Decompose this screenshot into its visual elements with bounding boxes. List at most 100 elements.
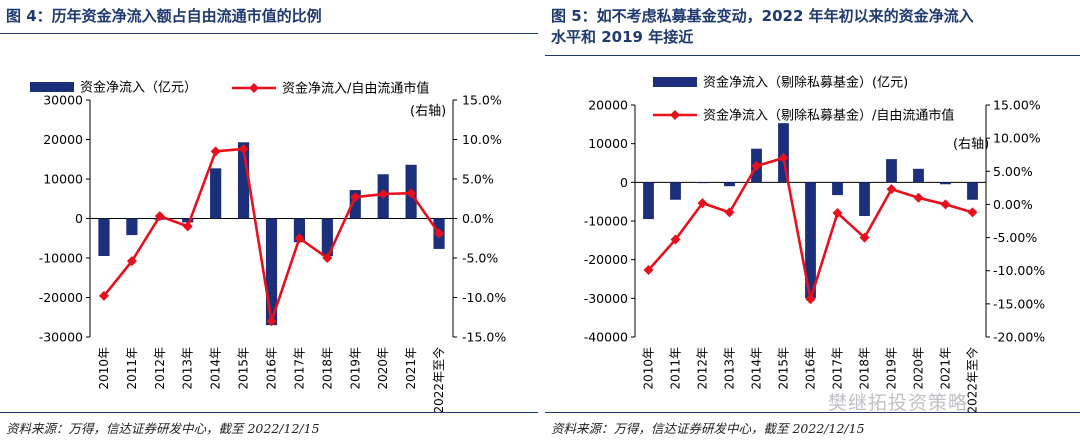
category-label: 2019年 bbox=[885, 347, 899, 390]
line-point-marker bbox=[670, 234, 681, 245]
line-point-marker bbox=[322, 253, 333, 263]
legend-axis-note: (右轴) bbox=[410, 104, 446, 119]
right-tick-label: 0.0% bbox=[462, 211, 494, 226]
category-label: 2019年 bbox=[348, 347, 362, 390]
bar bbox=[670, 182, 681, 200]
bar bbox=[237, 142, 250, 219]
source-divider bbox=[0, 412, 538, 413]
legend-axis-note: (右轴) bbox=[953, 137, 989, 152]
category-label: 2017年 bbox=[292, 347, 306, 390]
left-tick-label: 10000 bbox=[588, 136, 628, 151]
category-label: 2011年 bbox=[125, 347, 139, 390]
category-label: 2012年 bbox=[153, 347, 167, 390]
category-label: 2021年 bbox=[939, 347, 953, 390]
line-point-marker bbox=[832, 208, 843, 219]
category-label: 2014年 bbox=[209, 347, 223, 390]
line-point-marker bbox=[350, 192, 361, 203]
right-tick-label: 5.0% bbox=[462, 172, 494, 187]
chart-title: 图 5：如不考虑私募基金变动，2022 年年初以来的资金净流入 水平和 2019… bbox=[551, 7, 974, 46]
legend-label: 资金净流入/自由流通市值 bbox=[282, 81, 429, 97]
line-point-marker bbox=[266, 316, 277, 327]
bar bbox=[293, 218, 306, 243]
left-tick-label: -20000 bbox=[39, 290, 83, 305]
title-underline bbox=[545, 55, 1080, 56]
category-label: 2013年 bbox=[723, 347, 737, 390]
line-point-marker bbox=[406, 188, 417, 199]
right-tick-label: 15.00% bbox=[993, 98, 1041, 113]
left-tick-label: -30000 bbox=[39, 330, 83, 345]
legend-bar-swatch bbox=[30, 82, 74, 92]
right-tick-label: 10.00% bbox=[993, 131, 1041, 146]
right-tick-label: -20.00% bbox=[993, 330, 1045, 345]
category-label: 2015年 bbox=[777, 347, 791, 390]
chart-title: 图 4：历年资金净流入额占自由流通市值的比例 bbox=[6, 7, 322, 25]
bar bbox=[805, 182, 816, 299]
line-point-marker bbox=[967, 207, 978, 218]
chart-panel-fig4: 图 4：历年资金净流入额占自由流通市值的比例 30000 20000 10000 0 -… bbox=[0, 0, 538, 442]
left-tick-label: -20000 bbox=[584, 252, 628, 267]
category-label: 2011年 bbox=[669, 347, 683, 390]
line-point-marker bbox=[182, 221, 193, 232]
right-tick-label: -15.0% bbox=[462, 330, 506, 345]
left-tick-label: 0 bbox=[75, 211, 83, 226]
left-tick-label: -10000 bbox=[39, 251, 83, 266]
line-point-marker bbox=[913, 192, 924, 203]
legend-line-marker bbox=[249, 83, 259, 93]
line-point-marker bbox=[940, 199, 951, 210]
category-label: 2022年至今 bbox=[965, 347, 980, 414]
line-point-marker bbox=[724, 207, 735, 218]
line-point-marker bbox=[778, 153, 789, 164]
bar bbox=[643, 182, 654, 220]
right-tick-label: -5.00% bbox=[993, 230, 1037, 245]
category-label: 2010年 bbox=[97, 347, 111, 390]
bar bbox=[265, 218, 278, 326]
category-label: 2021年 bbox=[404, 347, 418, 390]
right-tick-label: -5.0% bbox=[462, 251, 498, 266]
bar bbox=[697, 182, 708, 184]
bar bbox=[940, 182, 951, 185]
category-label: 2022年至今 bbox=[431, 347, 446, 414]
line-point-marker bbox=[238, 143, 249, 154]
left-tick-label: -30000 bbox=[584, 291, 628, 306]
left-tick-label: 10000 bbox=[43, 172, 83, 187]
line-point-marker bbox=[434, 228, 445, 239]
left-tick-label: 30000 bbox=[43, 93, 83, 108]
category-label: 2020年 bbox=[912, 347, 926, 390]
source-note: 资料来源：万得，信达证券研发中心，截至 2022/12/15 bbox=[6, 421, 320, 436]
left-tick-label: 20000 bbox=[43, 132, 83, 147]
category-label: 2013年 bbox=[181, 347, 195, 390]
line-point-marker bbox=[378, 189, 389, 200]
bar bbox=[126, 218, 138, 236]
left-tick-label: 20000 bbox=[588, 98, 628, 113]
category-label: 2016年 bbox=[804, 347, 818, 390]
right-tick-label: -10.0% bbox=[462, 290, 506, 305]
source-note: 资料来源：万得，信达证券研发中心，截至 2022/12/15 bbox=[551, 421, 865, 436]
right-tick-label: -15.00% bbox=[993, 296, 1045, 311]
category-label: 2015年 bbox=[237, 347, 251, 390]
line-point-marker bbox=[154, 211, 165, 222]
right-tick-label: 10.0% bbox=[462, 132, 502, 147]
bar bbox=[913, 168, 924, 183]
bar bbox=[321, 218, 333, 257]
left-tick-label: -40000 bbox=[584, 330, 628, 345]
bar bbox=[724, 182, 735, 187]
category-label: 2018年 bbox=[320, 347, 334, 390]
right-tick-label: 0.00% bbox=[993, 197, 1033, 212]
line-point-marker bbox=[697, 198, 708, 209]
category-label: 2017年 bbox=[831, 347, 845, 390]
category-label: 2016年 bbox=[265, 347, 279, 390]
legend-bar-swatch bbox=[653, 77, 697, 87]
line-point-marker bbox=[859, 232, 870, 243]
bar bbox=[886, 159, 897, 183]
line-point-marker bbox=[98, 290, 109, 301]
category-label: 2010年 bbox=[642, 347, 656, 390]
line-point-marker bbox=[643, 265, 654, 276]
bar bbox=[349, 190, 361, 219]
line-point-marker bbox=[126, 256, 137, 267]
title-underline bbox=[0, 33, 538, 34]
watermark: 樊继拓投资策略 bbox=[828, 392, 969, 414]
chart-panel-fig5: 图 5：如不考虑私募基金变动，2022 年年初以来的资金净流入 水平和 2019… bbox=[545, 0, 1080, 442]
right-tick-label: -10.00% bbox=[993, 263, 1045, 278]
category-label: 2020年 bbox=[376, 347, 390, 390]
left-tick-label: -10000 bbox=[584, 214, 628, 229]
